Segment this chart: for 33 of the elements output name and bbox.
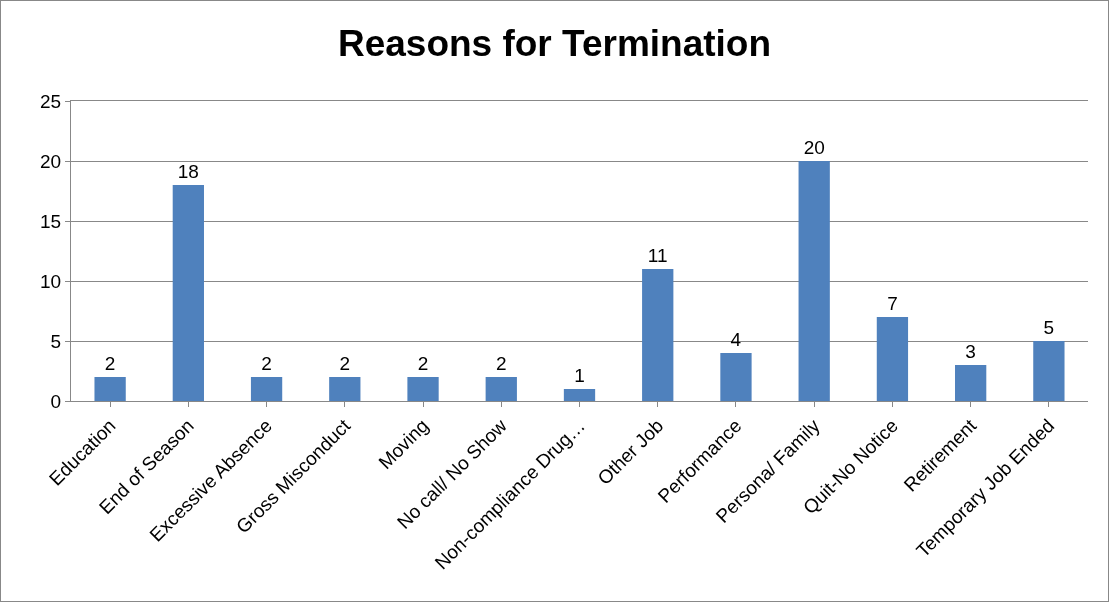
data-label: 5 [1043, 317, 1055, 338]
bar [250, 377, 283, 401]
data-label: 2 [104, 353, 116, 374]
data-label: 2 [339, 353, 351, 374]
bar [798, 161, 830, 401]
bar [642, 269, 674, 401]
data-label: 4 [730, 329, 742, 350]
data-label: 20 [803, 137, 825, 158]
data-label: 2 [261, 353, 272, 374]
y-tick-label: 25 [40, 90, 62, 112]
data-label: 18 [177, 161, 199, 182]
data-label: 2 [495, 353, 507, 374]
bar [94, 377, 126, 401]
y-tick-label: 15 [40, 210, 62, 232]
bar [407, 377, 439, 401]
y-tick-label: 5 [50, 330, 62, 352]
bar [955, 365, 987, 401]
data-label: 11 [647, 245, 668, 266]
data-label: 2 [417, 353, 429, 374]
bar [876, 317, 909, 401]
bar [172, 185, 204, 401]
bar [720, 353, 752, 401]
y-tick-label: 20 [40, 150, 62, 172]
data-label: 7 [887, 293, 898, 314]
y-tick-label: 10 [40, 270, 62, 292]
bar [1033, 341, 1065, 401]
data-label: 1 [574, 365, 585, 386]
bar [329, 377, 361, 401]
chart-title: Reasons for Termination [337, 22, 772, 64]
bar [563, 389, 596, 401]
data-label: 3 [965, 341, 976, 362]
y-tick-label: 0 [50, 390, 62, 412]
bar [485, 377, 517, 401]
